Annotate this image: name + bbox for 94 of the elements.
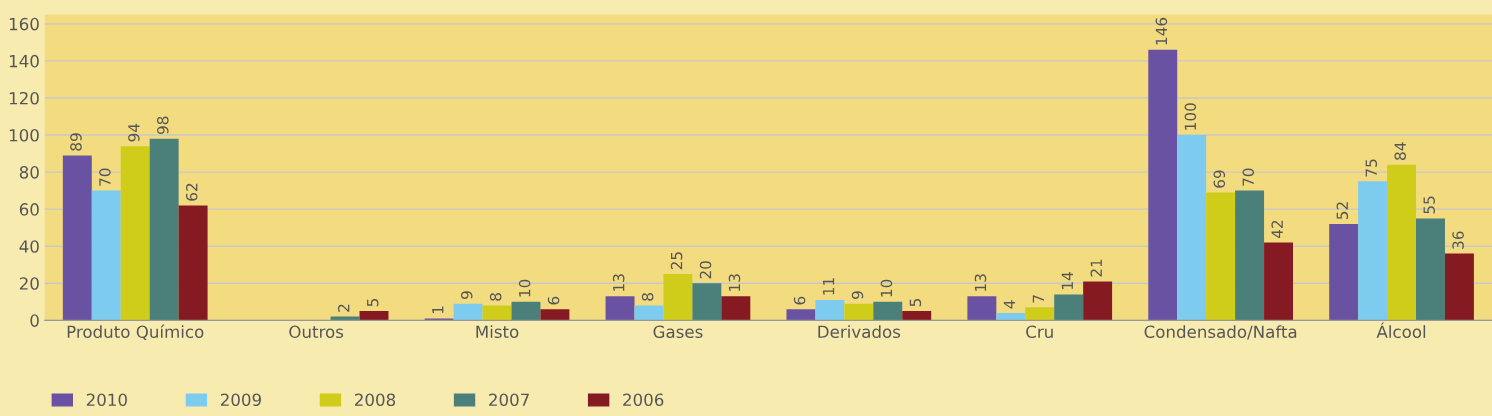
data-label: 52 xyxy=(1336,202,1349,220)
y-tick-label: 100 xyxy=(9,128,39,142)
data-label: 100 xyxy=(1184,103,1197,130)
bar xyxy=(178,205,208,321)
data-label: 69 xyxy=(1213,170,1226,188)
y-tick-label: 140 xyxy=(9,54,39,68)
legend-label: 2010 xyxy=(86,393,127,407)
data-label: 8 xyxy=(489,293,502,301)
legend-label: 2008 xyxy=(355,393,396,407)
data-label: 13 xyxy=(728,274,741,291)
data-label: 1 xyxy=(432,306,444,314)
legend-label: 2006 xyxy=(623,393,664,407)
bar xyxy=(605,296,635,321)
data-label: 94 xyxy=(128,123,140,142)
bar xyxy=(1206,192,1236,321)
bar xyxy=(902,311,932,321)
y-tick-label: 40 xyxy=(19,240,39,253)
bar xyxy=(1148,49,1178,321)
y-tick-label: 160 xyxy=(9,17,39,31)
bar xyxy=(1329,223,1359,321)
bar xyxy=(1358,181,1388,321)
y-tick-label: 60 xyxy=(19,203,39,216)
bar xyxy=(1235,190,1265,321)
bar xyxy=(1083,281,1113,321)
bar xyxy=(482,305,512,321)
legend-label: 2009 xyxy=(220,393,261,407)
bar xyxy=(1025,307,1055,321)
bar xyxy=(511,301,541,321)
bar xyxy=(1264,242,1293,321)
y-tick-label: 0 xyxy=(30,314,39,327)
y-tick-label: 80 xyxy=(19,166,39,179)
bar xyxy=(663,273,693,321)
data-label: 10 xyxy=(880,279,893,297)
bar xyxy=(91,190,121,321)
bar xyxy=(692,283,722,321)
data-label: 10 xyxy=(518,279,531,297)
bar xyxy=(1444,253,1474,321)
data-label: 14 xyxy=(1061,272,1073,289)
y-tick-label: 20 xyxy=(19,277,39,290)
data-label: 8 xyxy=(641,293,654,301)
x-tick-label: Álcool xyxy=(1376,322,1426,339)
bar xyxy=(120,146,150,321)
data-label: 55 xyxy=(1423,196,1435,214)
bar xyxy=(815,299,845,321)
data-label: 21 xyxy=(1090,259,1102,277)
data-label: 25 xyxy=(670,252,683,270)
bar xyxy=(453,303,483,321)
bar xyxy=(1387,164,1417,321)
legend-label: 2007 xyxy=(489,393,529,407)
bar xyxy=(996,312,1026,321)
y-tick-label: 120 xyxy=(9,91,39,105)
data-label: 70 xyxy=(99,168,111,186)
bar xyxy=(786,309,816,321)
data-label: 11 xyxy=(822,278,835,295)
data-label: 42 xyxy=(1271,220,1283,239)
data-label: 13 xyxy=(974,274,987,291)
data-label: 7 xyxy=(1032,295,1044,303)
data-label: 62 xyxy=(185,183,198,201)
bar xyxy=(967,296,997,321)
data-label: 6 xyxy=(547,296,560,305)
data-label: 89 xyxy=(70,133,82,151)
x-tick-label: Gases xyxy=(653,325,703,339)
x-tick-label: Misto xyxy=(476,325,519,339)
data-label: 146 xyxy=(1155,17,1168,45)
data-label: 70 xyxy=(1242,168,1255,186)
data-label: 20 xyxy=(699,261,712,279)
data-label: 36 xyxy=(1452,231,1464,249)
data-label: 84 xyxy=(1394,142,1406,160)
data-label: 75 xyxy=(1365,159,1378,177)
bar xyxy=(540,309,570,321)
bar xyxy=(634,305,664,321)
bar xyxy=(844,303,874,321)
bar xyxy=(873,301,903,321)
data-label: 6 xyxy=(793,296,806,305)
x-tick-label: Condensado/Nafta xyxy=(1144,325,1297,340)
data-label: 4 xyxy=(1003,300,1016,309)
bar xyxy=(149,138,179,321)
data-label: 13 xyxy=(612,274,625,291)
data-label: 2 xyxy=(337,304,350,312)
data-label: 5 xyxy=(367,298,379,307)
x-tick-label: Cru xyxy=(1026,325,1053,339)
x-tick-label: Produto Químico xyxy=(67,324,204,340)
bar xyxy=(62,155,92,321)
data-label: 9 xyxy=(851,291,864,299)
data-label: 5 xyxy=(909,298,922,307)
bar xyxy=(1416,218,1445,321)
bar xyxy=(721,296,751,321)
x-tick-label: Derivados xyxy=(818,325,901,339)
x-tick-label: Outros xyxy=(289,325,344,339)
data-label: 9 xyxy=(460,291,473,299)
data-label: 98 xyxy=(157,116,169,135)
bar xyxy=(359,311,389,321)
bar xyxy=(1177,135,1207,321)
bar xyxy=(1054,294,1084,321)
